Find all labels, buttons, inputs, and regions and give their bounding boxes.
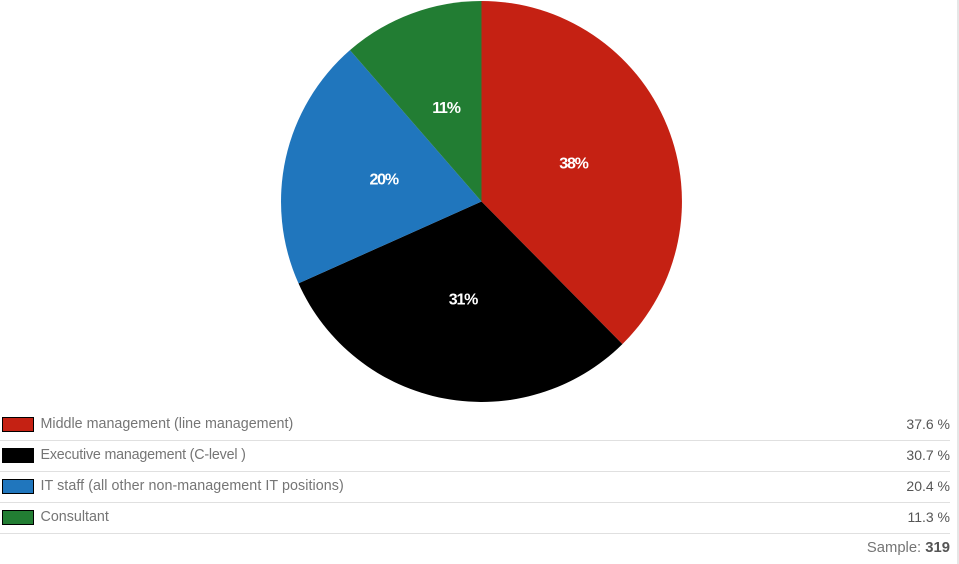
svg-text:20%: 20% xyxy=(369,172,398,189)
svg-text:38%: 38% xyxy=(559,155,588,172)
svg-text:11%: 11% xyxy=(432,100,461,117)
svg-text:31%: 31% xyxy=(449,292,478,309)
